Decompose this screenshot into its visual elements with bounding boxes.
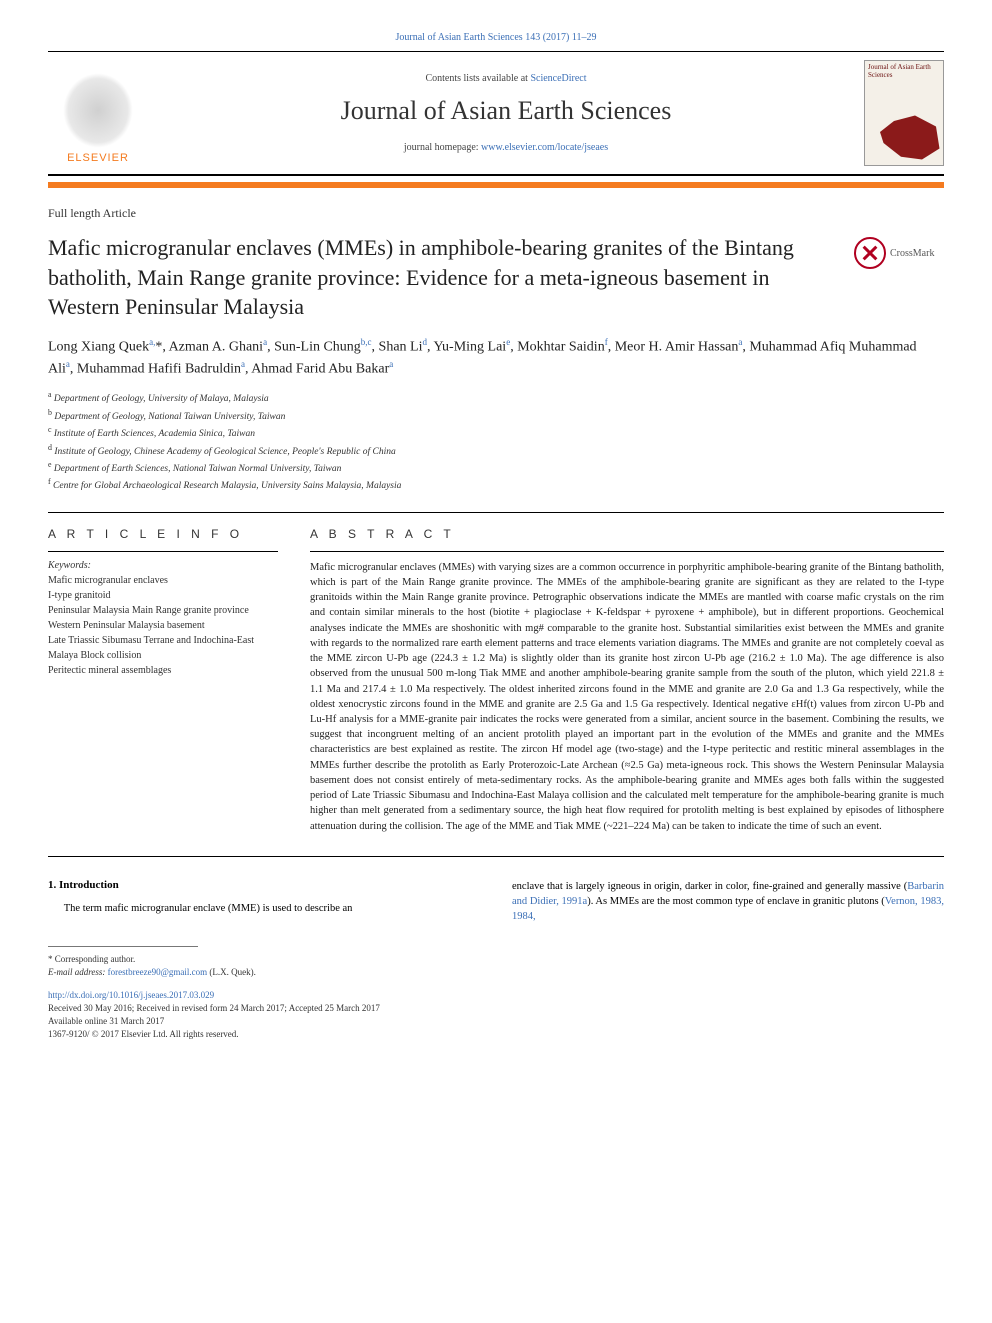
- email-suffix: (L.X. Quek).: [207, 967, 256, 977]
- article-info-heading: A R T I C L E I N F O: [48, 527, 278, 541]
- email-label: E-mail address:: [48, 967, 108, 977]
- homepage-link[interactable]: www.elsevier.com/locate/jseaes: [481, 142, 608, 153]
- journal-citation[interactable]: Journal of Asian Earth Sciences 143 (201…: [48, 32, 944, 43]
- email-link[interactable]: forestbreeze90@gmail.com: [108, 967, 208, 977]
- copyright-line: 1367-9120/ © 2017 Elsevier Ltd. All righ…: [48, 1028, 944, 1041]
- crossmark-badge[interactable]: CrossMark: [854, 233, 944, 273]
- elsevier-logo[interactable]: ELSEVIER: [48, 58, 148, 168]
- divider: [48, 551, 278, 552]
- journal-cover-thumbnail[interactable]: Journal of Asian Earth Sciences: [864, 60, 944, 166]
- keywords-label: Keywords:: [48, 560, 278, 571]
- homepage-line: journal homepage: www.elsevier.com/locat…: [164, 142, 848, 153]
- homepage-prefix: journal homepage:: [404, 142, 481, 153]
- affiliation-list: a Department of Geology, University of M…: [48, 389, 944, 493]
- abstract-column: A B S T R A C T Mafic microgranular encl…: [310, 527, 944, 834]
- sciencedirect-link[interactable]: ScienceDirect: [530, 73, 586, 84]
- journal-center: Contents lists available at ScienceDirec…: [148, 73, 864, 153]
- abstract-heading: A B S T R A C T: [310, 527, 944, 541]
- right-column: enclave that is largely igneous in origi…: [512, 879, 944, 925]
- intro-heading: 1. Introduction: [48, 879, 480, 891]
- article-title: Mafic microgranular enclaves (MMEs) in a…: [48, 233, 854, 322]
- intro-right-part2: ). As MMEs are the most common type of e…: [587, 896, 885, 907]
- cover-title-text: Journal of Asian Earth Sciences: [865, 61, 943, 81]
- article-info-column: A R T I C L E I N F O Keywords: Mafic mi…: [48, 527, 278, 834]
- intro-right-part0: enclave that is largely igneous in origi…: [512, 881, 907, 892]
- body-columns: 1. Introduction The term mafic microgran…: [48, 879, 944, 925]
- left-column: 1. Introduction The term mafic microgran…: [48, 879, 480, 925]
- footer-info: http://dx.doi.org/10.1016/j.jseaes.2017.…: [48, 989, 944, 1041]
- cover-map-icon: [873, 110, 943, 165]
- article-type: Full length Article: [48, 206, 944, 221]
- available-line: Available online 31 March 2017: [48, 1015, 944, 1028]
- keywords-list: Mafic microgranular enclavesI-type grani…: [48, 573, 278, 678]
- contents-prefix: Contents lists available at: [425, 73, 530, 84]
- intro-right-text: enclave that is largely igneous in origi…: [512, 879, 944, 925]
- crossmark-label: CrossMark: [890, 248, 934, 259]
- abstract-text: Mafic microgranular enclaves (MMEs) with…: [310, 560, 944, 834]
- crossmark-icon: [854, 237, 886, 269]
- corresponding-footnote: * Corresponding author.: [48, 953, 944, 966]
- elsevier-tree-icon: [63, 73, 133, 148]
- footnote-divider: [48, 946, 198, 947]
- divider: [48, 512, 944, 513]
- intro-left-text: The term mafic microgranular enclave (MM…: [48, 901, 480, 916]
- elsevier-label: ELSEVIER: [67, 152, 129, 164]
- journal-title: Journal of Asian Earth Sciences: [164, 96, 848, 126]
- author-list: Long Xiang Queka,*, Azman A. Ghania, Sun…: [48, 336, 944, 379]
- divider: [310, 551, 944, 552]
- info-abstract-row: A R T I C L E I N F O Keywords: Mafic mi…: [48, 527, 944, 834]
- journal-header: ELSEVIER Contents lists available at Sci…: [48, 51, 944, 176]
- divider: [48, 856, 944, 857]
- email-footnote: E-mail address: forestbreeze90@gmail.com…: [48, 966, 944, 979]
- doi-link[interactable]: http://dx.doi.org/10.1016/j.jseaes.2017.…: [48, 990, 214, 1000]
- received-line: Received 30 May 2016; Received in revise…: [48, 1002, 944, 1015]
- contents-line: Contents lists available at ScienceDirec…: [164, 73, 848, 84]
- title-row: Mafic microgranular enclaves (MMEs) in a…: [48, 233, 944, 322]
- orange-divider: [48, 182, 944, 188]
